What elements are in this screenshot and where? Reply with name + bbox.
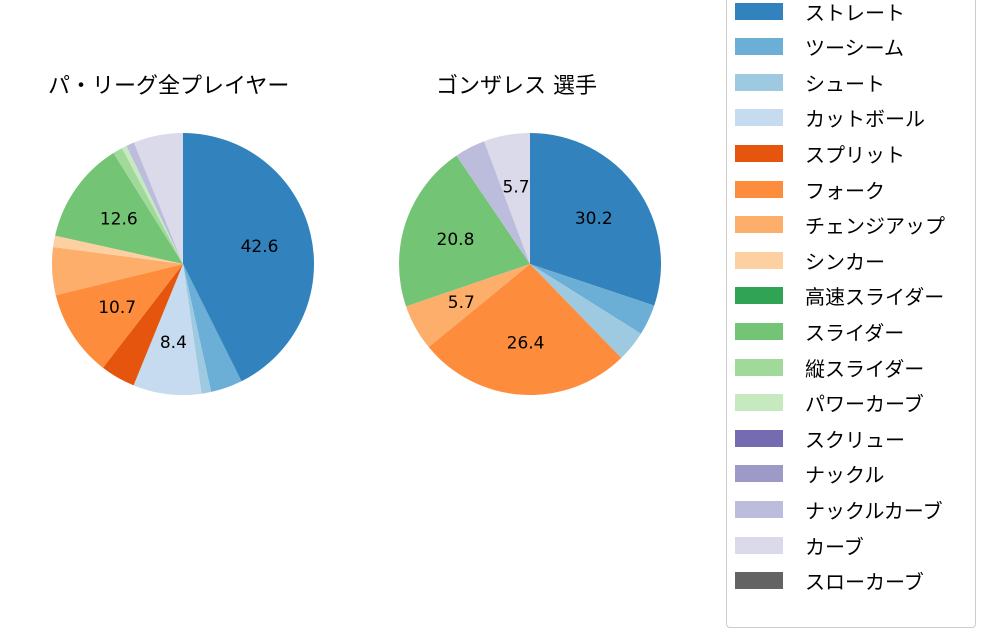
pie-slice <box>52 246 183 296</box>
pie-charts: 42.6 8.4 10.7 12.6 30.2 26.4 5.7 20.8 5.7 <box>52 133 661 396</box>
legend: ストレートツーシームシュートカットボール スプリットフォークチェンジアップ シンカー… <box>726 0 976 628</box>
slice-value-label: 8.4 <box>160 333 187 353</box>
legend-swatch <box>735 38 783 56</box>
legend-swatch <box>735 572 783 590</box>
legend-item: カーブ <box>735 533 864 559</box>
pie-slice <box>530 133 661 306</box>
legend-item: ナックル <box>735 462 885 488</box>
slice-value-label: 20.8 <box>437 230 475 250</box>
pie-slice <box>406 264 530 348</box>
legend-item: カットボール <box>735 106 925 132</box>
legend-swatch <box>735 216 783 234</box>
legend-swatch <box>735 358 783 376</box>
legend-label: 縦スライダー <box>805 356 925 381</box>
legend-swatch <box>735 429 783 447</box>
legend-label: カーブ <box>805 534 864 559</box>
legend-item: スライダー <box>735 319 905 345</box>
pie-slice <box>102 264 183 386</box>
legend-label: ストレート <box>805 0 905 25</box>
right-pie-title: ゴンザレス 選手 <box>436 74 597 99</box>
pie-slice <box>122 145 183 264</box>
legend-label: チェンジアップ <box>805 214 945 239</box>
legend-label: スクリュー <box>805 427 905 452</box>
legend-item: 縦スライダー <box>735 355 925 381</box>
pie-slice <box>183 264 212 394</box>
legend-label: スプリット <box>805 142 905 167</box>
legend-swatch <box>735 322 783 340</box>
pie-slice <box>183 264 242 392</box>
slice-value-label: 12.6 <box>100 210 138 230</box>
slice-value-label: 5.7 <box>503 178 530 198</box>
legend-swatch <box>735 465 783 483</box>
legend-item: スローカーブ <box>735 569 924 595</box>
legend-swatch <box>735 73 783 91</box>
left-pie-chart: 42.6 8.4 10.7 12.6 <box>52 133 314 395</box>
legend-swatch <box>735 500 783 518</box>
legend-swatch <box>735 144 783 162</box>
legend-label: パワーカーブ <box>805 392 924 417</box>
legend-label: スローカーブ <box>805 570 924 595</box>
legend-label: ナックル <box>805 463 885 488</box>
legend-label: シュート <box>805 71 885 96</box>
legend-label: カットボール <box>805 107 925 132</box>
legend-item: ナックルカーブ <box>735 497 943 523</box>
legend-item: フォーク <box>735 177 885 203</box>
legend-item: シンカー <box>735 248 885 274</box>
slice-value-label: 10.7 <box>98 298 136 318</box>
pie-slice <box>183 133 314 382</box>
pie-slice <box>126 142 183 264</box>
legend-swatch <box>735 287 783 305</box>
legend-label: ナックルカーブ <box>805 498 943 523</box>
legend-swatch <box>735 180 783 198</box>
legend-item: ストレート <box>735 0 905 25</box>
legend-swatch <box>735 536 783 554</box>
legend-label: シンカー <box>805 249 885 274</box>
legend-item: スプリット <box>735 141 905 167</box>
pie-slice <box>530 264 655 334</box>
legend-item: チェンジアップ <box>735 213 945 239</box>
pie-slice <box>399 155 530 307</box>
legend-item: スクリュー <box>735 426 905 452</box>
legend-swatch <box>735 394 783 412</box>
legend-label: ツーシーム <box>805 36 904 61</box>
slice-value-label: 42.6 <box>241 237 279 257</box>
legend-swatch <box>735 109 783 127</box>
legend-swatch <box>735 2 783 20</box>
slice-value-label: 26.4 <box>507 333 545 353</box>
pie-slice <box>55 152 183 264</box>
pie-slice <box>113 148 183 264</box>
left-pie-title: パ・リーグ全プレイヤー <box>48 74 290 99</box>
pie-slice <box>53 235 183 264</box>
legend-item: シュート <box>735 70 885 96</box>
legend-item: 高速スライダー <box>735 284 945 310</box>
legend-swatch <box>735 251 783 269</box>
slice-value-label: 30.2 <box>575 209 613 229</box>
right-pie-chart: 30.2 26.4 5.7 20.8 5.7 <box>399 133 661 396</box>
legend-item: パワーカーブ <box>735 391 924 417</box>
slice-value-label: 5.7 <box>448 293 475 313</box>
legend-item: ツーシーム <box>735 35 904 61</box>
legend-label: 高速スライダー <box>805 285 945 310</box>
legend-label: フォーク <box>805 178 885 203</box>
pie-slice <box>530 264 641 358</box>
pie-slice <box>484 133 530 264</box>
legend-label: スライダー <box>805 320 905 345</box>
pie-slice <box>133 133 183 264</box>
pie-slice <box>133 264 202 395</box>
pie-slice <box>428 264 622 396</box>
pie-slice <box>456 141 530 264</box>
pie-slice <box>55 264 184 368</box>
